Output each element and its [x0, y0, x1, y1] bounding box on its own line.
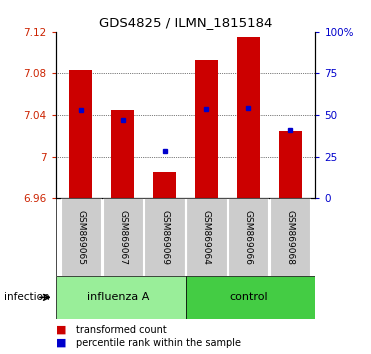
- Bar: [237, 37, 260, 198]
- Text: GSM869068: GSM869068: [286, 210, 295, 265]
- Bar: [270, 198, 310, 276]
- Text: GSM869069: GSM869069: [160, 210, 169, 265]
- Text: control: control: [229, 292, 267, 302]
- Text: GSM869067: GSM869067: [118, 210, 127, 265]
- Text: GSM869066: GSM869066: [244, 210, 253, 265]
- Text: GDS4825 / ILMN_1815184: GDS4825 / ILMN_1815184: [99, 16, 272, 29]
- Bar: [56, 276, 186, 319]
- Bar: [144, 198, 185, 276]
- Bar: [186, 276, 315, 319]
- Bar: [102, 198, 143, 276]
- Text: infection: infection: [4, 292, 49, 302]
- Bar: [195, 60, 218, 198]
- Bar: [153, 172, 176, 198]
- Text: percentile rank within the sample: percentile rank within the sample: [76, 338, 241, 348]
- Text: ■: ■: [56, 338, 66, 348]
- Bar: [186, 198, 227, 276]
- Text: GSM869064: GSM869064: [202, 210, 211, 265]
- Bar: [279, 131, 302, 198]
- Bar: [61, 198, 101, 276]
- Text: ■: ■: [56, 325, 66, 335]
- Bar: [111, 110, 134, 198]
- Text: GSM869065: GSM869065: [76, 210, 85, 265]
- Bar: [228, 198, 269, 276]
- Text: influenza A: influenza A: [87, 292, 150, 302]
- Bar: [69, 70, 92, 198]
- Text: transformed count: transformed count: [76, 325, 167, 335]
